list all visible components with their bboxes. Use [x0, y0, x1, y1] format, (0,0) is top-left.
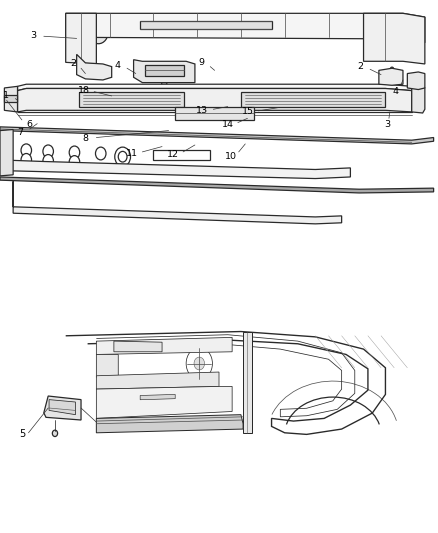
Polygon shape — [96, 372, 219, 389]
Circle shape — [387, 72, 394, 81]
Polygon shape — [153, 150, 210, 160]
Text: 4: 4 — [114, 61, 120, 70]
Polygon shape — [18, 88, 412, 112]
Text: 3: 3 — [30, 31, 36, 41]
Circle shape — [69, 156, 80, 168]
Polygon shape — [145, 65, 184, 76]
Polygon shape — [13, 181, 342, 224]
Text: 2: 2 — [70, 59, 76, 68]
Circle shape — [194, 357, 205, 370]
Text: 11: 11 — [126, 149, 138, 158]
Polygon shape — [0, 130, 13, 176]
Polygon shape — [0, 177, 434, 193]
Polygon shape — [77, 54, 112, 80]
Polygon shape — [66, 13, 96, 64]
Text: 3: 3 — [384, 120, 390, 129]
Polygon shape — [18, 84, 412, 91]
Text: 14: 14 — [222, 120, 233, 130]
Circle shape — [89, 20, 108, 44]
Text: 9: 9 — [198, 59, 204, 68]
Circle shape — [241, 114, 245, 119]
Polygon shape — [140, 21, 272, 29]
Polygon shape — [4, 95, 17, 102]
Circle shape — [162, 81, 167, 87]
Polygon shape — [0, 127, 434, 144]
Text: 13: 13 — [196, 106, 208, 115]
Polygon shape — [79, 92, 184, 107]
Polygon shape — [243, 332, 252, 433]
Polygon shape — [379, 68, 403, 85]
Text: 5: 5 — [19, 430, 25, 439]
Circle shape — [21, 154, 32, 166]
Polygon shape — [134, 60, 195, 83]
Circle shape — [43, 145, 53, 158]
Polygon shape — [96, 337, 232, 354]
Circle shape — [59, 407, 67, 416]
Circle shape — [69, 146, 80, 159]
Polygon shape — [412, 85, 425, 113]
Text: 8: 8 — [82, 133, 88, 142]
Text: 6: 6 — [26, 120, 32, 129]
Polygon shape — [96, 386, 232, 418]
Circle shape — [413, 77, 419, 85]
Polygon shape — [241, 92, 385, 107]
Circle shape — [84, 68, 91, 76]
Polygon shape — [44, 396, 81, 420]
Text: 7: 7 — [18, 128, 23, 137]
Text: 12: 12 — [167, 150, 179, 159]
Polygon shape — [4, 86, 18, 112]
Polygon shape — [66, 13, 425, 43]
Text: 4: 4 — [393, 86, 399, 95]
Text: 15: 15 — [242, 107, 254, 116]
Circle shape — [21, 144, 32, 157]
Text: 10: 10 — [225, 152, 237, 161]
Circle shape — [95, 147, 106, 160]
Polygon shape — [364, 13, 425, 64]
Circle shape — [101, 69, 108, 77]
Polygon shape — [96, 415, 243, 433]
Polygon shape — [49, 400, 75, 415]
Text: 2: 2 — [357, 62, 363, 71]
Circle shape — [184, 114, 188, 119]
Circle shape — [53, 430, 58, 437]
Polygon shape — [140, 394, 175, 400]
Circle shape — [43, 155, 53, 167]
Text: 18: 18 — [78, 86, 89, 95]
Polygon shape — [96, 354, 118, 377]
Polygon shape — [407, 72, 425, 90]
Polygon shape — [0, 131, 350, 179]
Text: 1: 1 — [3, 91, 9, 100]
Polygon shape — [175, 107, 254, 120]
Circle shape — [115, 147, 131, 166]
Polygon shape — [114, 341, 162, 352]
